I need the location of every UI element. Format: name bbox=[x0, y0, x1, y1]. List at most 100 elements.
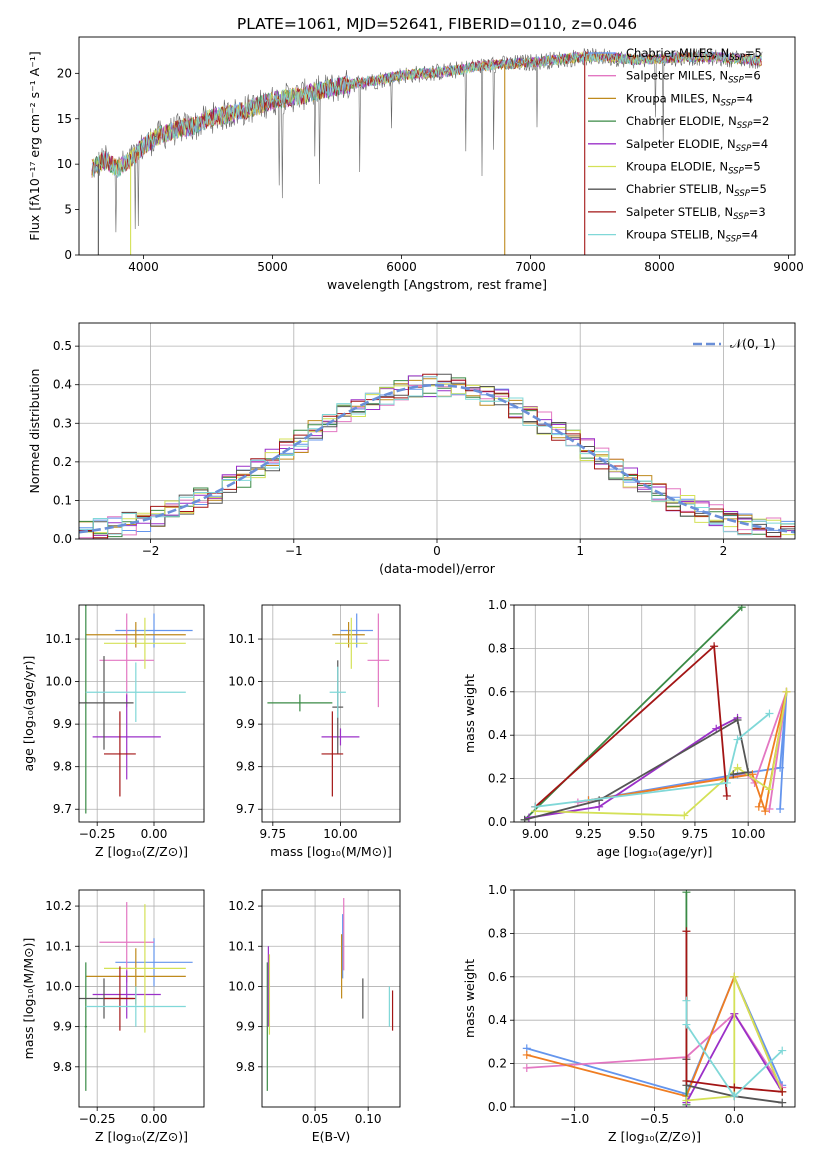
weight-series-line bbox=[528, 716, 738, 819]
x-tick-label: 7000 bbox=[515, 260, 546, 274]
y-tick-label: 9.7 bbox=[53, 802, 72, 816]
x-tick-label: 2 bbox=[720, 544, 728, 558]
x-tick-label: 0.0 bbox=[725, 1112, 744, 1126]
plot-area bbox=[514, 605, 795, 822]
y-tick-label: 0.2 bbox=[488, 1057, 507, 1071]
weight-marker bbox=[778, 1046, 787, 1055]
chart-mass_vs_EBV: 0.05 0.10 9.8 9.9 10.0 10.1 10.2 E(B-V) bbox=[228, 889, 401, 1144]
weight-marker bbox=[782, 687, 791, 696]
x-axis-label: wavelength [Angstrom, rest frame] bbox=[327, 277, 547, 292]
y-tick-label: 10.1 bbox=[45, 632, 72, 646]
weight-marker bbox=[722, 791, 731, 800]
y-tick-label: 0.0 bbox=[488, 1100, 507, 1114]
x-tick-label: 0.10 bbox=[355, 1112, 382, 1126]
axes-frame bbox=[261, 889, 401, 1108]
weight-series-line bbox=[535, 712, 771, 808]
plot-area bbox=[79, 890, 204, 1107]
y-axis-label: Flux [fλ10⁻¹⁷ erg cm⁻² s⁻¹ A⁻¹] bbox=[27, 51, 42, 240]
y-tick-label: 0.4 bbox=[488, 1013, 507, 1027]
x-axis-label: E(B-V) bbox=[312, 1129, 351, 1144]
y-tick-label: 0.1 bbox=[53, 493, 72, 507]
legend-entry: Chabrier STELIB, NSSP=5 bbox=[626, 182, 767, 199]
weight-marker bbox=[520, 815, 529, 822]
x-tick-label: 9.75 bbox=[259, 827, 286, 841]
y-tick-label: 0.2 bbox=[53, 455, 72, 469]
x-tick-label: 0.00 bbox=[141, 827, 168, 841]
legend-entry: Salpeter STELIB, NSSP=3 bbox=[626, 205, 766, 222]
weight-marker bbox=[730, 972, 739, 981]
weight-marker bbox=[682, 996, 691, 1005]
plot-area bbox=[91, 48, 763, 255]
y-tick-label: 0.8 bbox=[488, 926, 507, 940]
y-tick-label: 0.0 bbox=[488, 815, 507, 829]
axes-frame bbox=[513, 889, 796, 1108]
x-tick-label: 6000 bbox=[386, 260, 417, 274]
y-tick-label: 0.6 bbox=[488, 685, 507, 699]
y-tick-label: 0.4 bbox=[488, 728, 507, 742]
y-tick-label: 15 bbox=[57, 112, 72, 126]
x-tick-label: 1 bbox=[576, 544, 584, 558]
x-tick-label: 10.00 bbox=[731, 827, 765, 841]
x-tick-label: −1 bbox=[285, 544, 303, 558]
y-tick-label: 9.8 bbox=[236, 1060, 255, 1074]
chart-mass_vs_Z: −0.25 0.00 9.8 9.9 10.0 10.1 10.2 Z [log₁₀(Z/Z⊙… bbox=[21, 889, 205, 1144]
y-tick-label: 10.0 bbox=[228, 675, 255, 689]
y-axis-label: mass [log₁₀(M/M⊙)] bbox=[21, 938, 36, 1060]
y-tick-label: 0.5 bbox=[53, 339, 72, 353]
weight-marker bbox=[733, 763, 742, 772]
y-tick-label: 0.0 bbox=[53, 532, 72, 546]
x-tick-label: 9.75 bbox=[682, 827, 709, 841]
weight-marker bbox=[733, 735, 742, 744]
histogram-step bbox=[79, 376, 795, 536]
x-tick-label: 0.00 bbox=[141, 1112, 168, 1126]
legend-entry: Kroupa ELODIE, NSSP=5 bbox=[626, 160, 761, 177]
weight-marker bbox=[765, 709, 774, 718]
weight-marker bbox=[595, 796, 604, 805]
x-axis-label: (data-model)/error bbox=[379, 561, 496, 576]
chart-spectrum: 4000 5000 6000 7000 8000 9000 0 5 10 15 20 waveleng… bbox=[27, 36, 804, 292]
x-tick-label: −0.5 bbox=[640, 1112, 669, 1126]
x-tick-label: 0 bbox=[433, 544, 441, 558]
x-tick-label: 0.05 bbox=[302, 1112, 329, 1126]
weight-marker bbox=[778, 1098, 787, 1107]
weight-marker bbox=[737, 605, 746, 612]
x-tick-label: −0.25 bbox=[79, 827, 116, 841]
weight-marker bbox=[710, 642, 719, 651]
x-tick-label: 5000 bbox=[257, 260, 288, 274]
figure-title: PLATE=1061, MJD=52641, FIBERID=0110, z=0… bbox=[237, 15, 637, 33]
plot-area bbox=[79, 323, 795, 539]
x-tick-label: 9000 bbox=[773, 260, 804, 274]
weight-marker bbox=[761, 807, 770, 816]
weight-marker bbox=[776, 763, 785, 772]
x-axis-label: age [log₁₀(age/yr)] bbox=[597, 844, 713, 859]
legend-entry: Chabrier ELODIE, NSSP=2 bbox=[626, 114, 769, 131]
legend-entry: Salpeter MILES, NSSP=6 bbox=[626, 69, 761, 86]
weight-marker bbox=[522, 1050, 531, 1059]
x-axis-label: Z [log₁₀(Z/Z⊙)] bbox=[608, 1129, 701, 1144]
weight-marker bbox=[733, 716, 742, 725]
y-tick-label: 0.3 bbox=[53, 416, 72, 430]
weight-marker bbox=[729, 770, 738, 779]
weight-series-line bbox=[686, 976, 784, 1102]
spectrum-line bbox=[91, 50, 762, 178]
y-tick-label: 0 bbox=[64, 248, 72, 262]
weight-marker bbox=[730, 1092, 739, 1101]
y-tick-label: 0.2 bbox=[488, 772, 507, 786]
weight-marker bbox=[531, 802, 540, 811]
x-axis-label: Z [log₁₀(Z/Z⊙)] bbox=[95, 1129, 188, 1144]
weight-marker bbox=[778, 1087, 787, 1096]
axes-frame bbox=[78, 322, 796, 540]
x-tick-label: 9.50 bbox=[628, 827, 655, 841]
x-tick-label: 9.00 bbox=[522, 827, 549, 841]
y-tick-label: 9.9 bbox=[236, 1020, 255, 1034]
weight-marker bbox=[754, 802, 763, 811]
y-tick-label: 10 bbox=[57, 157, 72, 171]
chart-age_vs_Z: −0.25 0.00 9.7 9.8 9.9 10.0 10.1 Z [log₁₀(Z/Z⊙)… bbox=[21, 604, 205, 859]
weight-marker bbox=[680, 811, 689, 820]
y-tick-label: 9.8 bbox=[53, 760, 72, 774]
weight-marker bbox=[744, 768, 753, 777]
x-axis-label: Z [log₁₀(Z/Z⊙)] bbox=[95, 844, 188, 859]
plot-area bbox=[262, 605, 400, 822]
plot-area bbox=[262, 890, 400, 1107]
x-tick-label: −0.25 bbox=[79, 1112, 116, 1126]
